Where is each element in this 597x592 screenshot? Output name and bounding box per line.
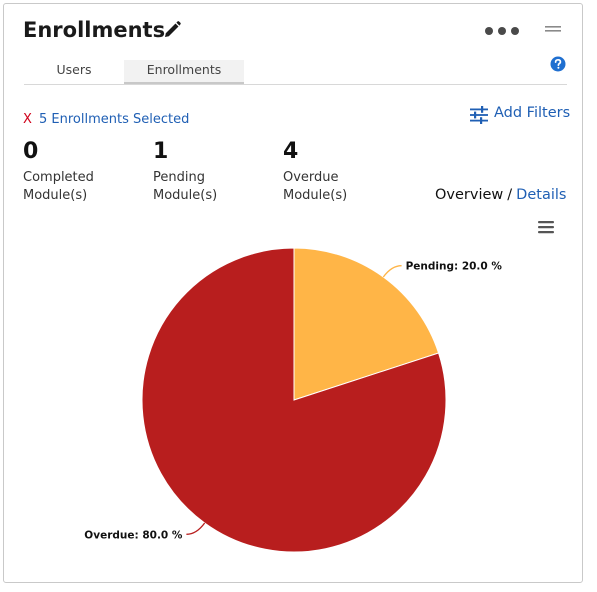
- completed-label-line2: Module(s): [23, 188, 88, 203]
- clear-selection-button[interactable]: X: [23, 112, 32, 127]
- more-options-icon[interactable]: [484, 24, 520, 38]
- pie-slice-pending[interactable]: [293, 247, 440, 401]
- drag-handle-icon[interactable]: [544, 23, 562, 35]
- pie-label-overdue: Overdue: 80.0 %: [84, 529, 183, 541]
- details-view-link[interactable]: Details: [516, 187, 567, 203]
- pie-connector-overdue: [186, 522, 206, 535]
- completed-label-line1: Completed: [23, 170, 94, 185]
- tab-bar: Users Enrollments: [24, 60, 567, 85]
- pie-slice-overdue[interactable]: [141, 247, 447, 553]
- overdue-count: 4: [283, 139, 299, 164]
- enrollment-status-pie-chart: Pending: 20.0 % Overdue: 80.0 %: [84, 247, 503, 553]
- overdue-label-line2: Module(s): [283, 188, 348, 203]
- view-separator: /: [507, 187, 513, 203]
- tab-enrollments[interactable]: Enrollments: [124, 60, 244, 84]
- pie-connector-pending: [382, 265, 402, 278]
- add-filters-button[interactable]: Add Filters: [494, 105, 571, 121]
- completed-label: Completed Module(s): [23, 169, 94, 205]
- enrollments-widget: Enrollments Users Enrollments X 5 Enroll…: [3, 3, 583, 583]
- overdue-label: Overdue Module(s): [283, 169, 347, 205]
- completed-count: 0: [23, 139, 39, 164]
- widget-title: Enrollments: [23, 18, 166, 42]
- pencil-icon[interactable]: [162, 20, 182, 40]
- selection-summary: 5 Enrollments Selected: [39, 112, 190, 127]
- pending-count: 1: [153, 139, 169, 164]
- view-toggle: Overview / Details: [435, 187, 566, 203]
- help-icon[interactable]: [550, 56, 566, 72]
- pie-label-pending: Pending: 20.0 %: [406, 261, 503, 273]
- chart-menu-icon[interactable]: [537, 219, 555, 235]
- tab-users[interactable]: Users: [56, 62, 92, 77]
- filter-sliders-icon[interactable]: [469, 106, 489, 124]
- pending-label: Pending Module(s): [153, 169, 217, 205]
- pending-label-line1: Pending: [153, 170, 205, 185]
- pending-label-line2: Module(s): [153, 188, 218, 203]
- overview-view-link[interactable]: Overview: [435, 187, 504, 203]
- overdue-label-line1: Overdue: [283, 170, 339, 185]
